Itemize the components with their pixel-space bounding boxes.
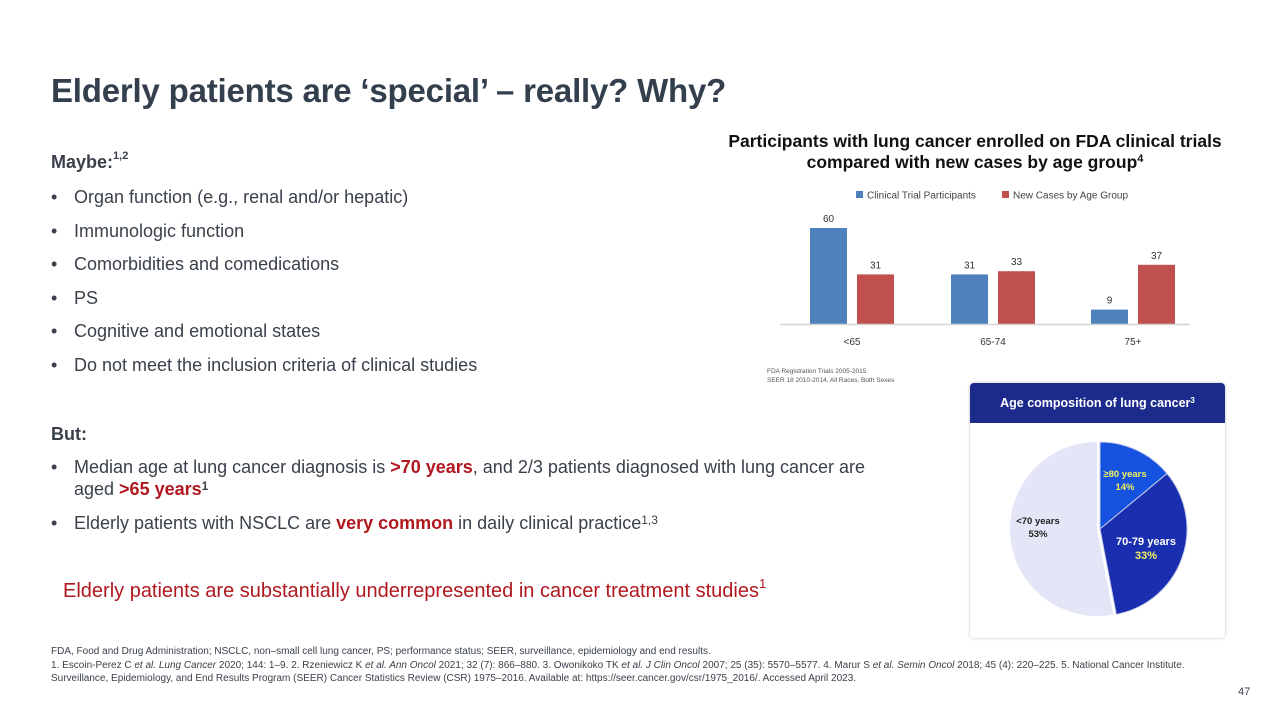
bar-chart-title: Participants with lung cancer enrolled o… bbox=[720, 131, 1230, 173]
maybe-bullet-list: Organ function (e.g., renal and/or hepat… bbox=[51, 186, 477, 376]
legend-label-clinical-trial: Clinical Trial Participants bbox=[867, 191, 976, 202]
callout-text: Elderly patients are substantially under… bbox=[63, 580, 759, 602]
pie-slice-value: 14% bbox=[1115, 482, 1135, 493]
pie-slice-label: 70-79 years bbox=[1116, 536, 1176, 548]
bar-clinical-trial-0 bbox=[810, 228, 847, 324]
bar-chart-source-notes: FDA Registration Trials 2005-2015 SEER 1… bbox=[767, 367, 894, 385]
pie-slice-2 bbox=[1009, 442, 1114, 616]
bullet-text: in daily clinical practice bbox=[453, 513, 642, 533]
x-tick-label: 75+ bbox=[1125, 337, 1142, 348]
highlight-text: >65 years bbox=[119, 479, 202, 499]
bar-data-label: 37 bbox=[1151, 251, 1163, 262]
but-heading: But: bbox=[51, 424, 87, 444]
pie-slice-1 bbox=[1099, 472, 1188, 616]
abbreviations: FDA, Food and Drug Administration; NSCLC… bbox=[51, 646, 711, 657]
bullet-text: Elderly patients with NSCLC are bbox=[74, 513, 337, 533]
citation-ref: 3 bbox=[1190, 395, 1195, 405]
bar-new-cases-1 bbox=[998, 271, 1035, 324]
x-tick-label: <65 bbox=[844, 337, 861, 348]
page-number: 47 bbox=[1238, 686, 1251, 698]
reference-3: 3. Owonikoko TK et al. J Clin Oncol 2007… bbox=[542, 659, 824, 671]
bar-chart-legend: Clinical Trial Participants New Cases by… bbox=[856, 191, 1128, 202]
bar-new-cases-2 bbox=[1138, 264, 1175, 324]
pie-chart-marks bbox=[1009, 441, 1188, 616]
source-note: SEER 18 2010-2014, All Races, Both Sexes bbox=[767, 377, 895, 384]
pie-chart-card: Age composition of lung cancer 3 ≥80 year… bbox=[970, 383, 1225, 638]
bar-data-label: 31 bbox=[964, 260, 976, 271]
bar-new-cases-0 bbox=[857, 274, 894, 324]
bar-data-label: 31 bbox=[870, 260, 882, 271]
citation-ref: 4 bbox=[1137, 153, 1144, 165]
footnotes: FDA, Food and Drug Administration; NSCLC… bbox=[51, 645, 1191, 686]
pie-chart: ≥80 years 14% 70-79 years 33% <70 years 53% bbox=[1009, 441, 1188, 616]
key-message-callout: Elderly patients are substantially under… bbox=[63, 576, 766, 603]
list-item: Median age at lung cancer diagnosis is >… bbox=[51, 456, 871, 500]
bar-chart-title-text: Participants with lung cancer enrolled o… bbox=[728, 131, 1222, 172]
slide-title: Elderly patients are ‘special’ – really?… bbox=[51, 72, 727, 109]
x-tick-label: 65-74 bbox=[980, 337, 1006, 348]
references: 1. Escoin-Perez C et al. Lung Cancer 202… bbox=[51, 659, 1191, 686]
pie-card-header: Age composition of lung cancer 3 bbox=[970, 383, 1225, 423]
list-item: PS bbox=[51, 287, 477, 309]
list-item: Cognitive and emotional states bbox=[51, 320, 477, 342]
pie-card-title: Age composition of lung cancer bbox=[1000, 396, 1191, 410]
bar-chart-marks: 60 31 31 33 9 37 bbox=[810, 214, 1175, 324]
maybe-heading-text: Maybe: bbox=[51, 152, 114, 172]
legend-swatch-new-cases bbox=[1002, 191, 1009, 198]
pie-slice-value: 33% bbox=[1135, 550, 1157, 562]
reference-4: 4. Marur S et al. Semin Oncol 2018; 45 (… bbox=[823, 659, 1062, 671]
list-item: Comorbidities and comedications bbox=[51, 253, 477, 275]
reference-2: 2. Rzeniewicz K et al. Ann Oncol 2021; 3… bbox=[291, 659, 543, 671]
bar-chart-x-labels: <65 65-74 75+ bbox=[844, 337, 1142, 348]
bar-clinical-trial-2 bbox=[1091, 309, 1128, 324]
list-item: Do not meet the inclusion criteria of cl… bbox=[51, 354, 477, 376]
pie-slice-0 bbox=[1099, 441, 1168, 531]
list-item: Organ function (e.g., renal and/or hepat… bbox=[51, 186, 477, 208]
bar-data-label: 33 bbox=[1011, 257, 1023, 268]
bullet-text: , and 2/3 patients diagnosed with lung c… bbox=[74, 457, 866, 499]
list-item: Elderly patients with NSCLC are very com… bbox=[51, 512, 871, 534]
pie-slice-label: ≥80 years bbox=[1103, 469, 1146, 480]
list-item: Immunologic function bbox=[51, 220, 477, 242]
maybe-heading: Maybe:1,2 bbox=[51, 150, 129, 173]
but-bullet-list: Median age at lung cancer diagnosis is >… bbox=[51, 456, 871, 534]
citation-ref: 1 bbox=[758, 576, 767, 591]
reference-1: 1. Escoin-Perez C et al. Lung Cancer 202… bbox=[51, 659, 292, 671]
pie-slice-value: 53% bbox=[1028, 529, 1048, 540]
legend-swatch-clinical-trial bbox=[856, 191, 863, 198]
bar-chart: Clinical Trial Participants New Cases by… bbox=[780, 191, 1190, 348]
pie-slice-label: <70 years bbox=[1016, 516, 1060, 527]
bar-data-label: 9 bbox=[1107, 296, 1113, 307]
pie-chart-labels: ≥80 years 14% 70-79 years 33% <70 years 53% bbox=[1016, 469, 1176, 562]
highlight-text: very common bbox=[336, 513, 454, 533]
maybe-heading-refs: 1,2 bbox=[113, 150, 129, 162]
citation-ref: 1 bbox=[201, 479, 209, 493]
reference-5[interactable]: 5. National Cancer Institute. Surveillan… bbox=[51, 659, 1185, 685]
legend-label-new-cases: New Cases by Age Group bbox=[1013, 191, 1128, 202]
highlight-text: >70 years bbox=[390, 457, 473, 477]
bar-data-label: 60 bbox=[823, 214, 835, 225]
source-note: FDA Registration Trials 2005-2015 bbox=[767, 368, 867, 375]
bar-clinical-trial-1 bbox=[951, 274, 988, 324]
citation-ref: 1,3 bbox=[641, 513, 658, 527]
bullet-text: Median age at lung cancer diagnosis is bbox=[74, 457, 391, 477]
